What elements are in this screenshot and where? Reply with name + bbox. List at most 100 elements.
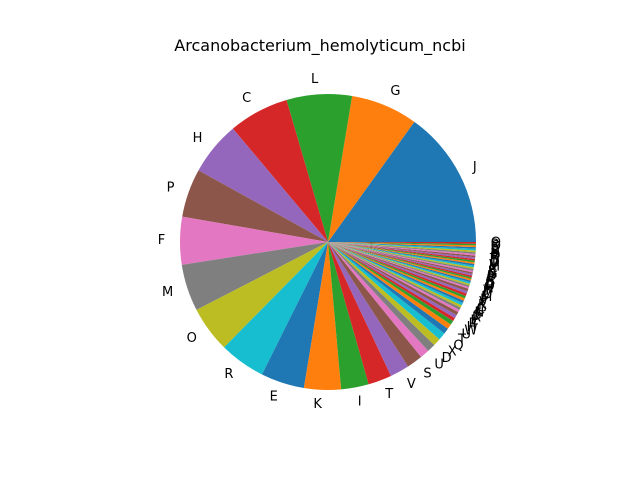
slice-label-K: K [313, 397, 322, 412]
slice-label-R: R [486, 272, 495, 287]
pie-slices [180, 94, 476, 390]
pie-slice-S [328, 242, 476, 253]
slice-label-L: L [485, 276, 493, 291]
pie-slice-Q [328, 242, 476, 256]
slice-label-R: R [472, 310, 481, 325]
slice-label-S: S [423, 366, 431, 381]
pie-slice-T [328, 242, 476, 259]
pie-slice-P [328, 242, 457, 319]
slice-label-P: P [469, 317, 477, 332]
slice-label-E: E [470, 313, 478, 328]
slice-label-C: C [489, 261, 498, 276]
slice-label-G: G [477, 300, 487, 315]
slice-label-O: O [187, 331, 197, 346]
pie-slice-Q [328, 242, 471, 284]
slice-label-E: E [486, 274, 494, 289]
slice-label-D: D [485, 278, 495, 293]
slice-label-R: R [490, 250, 499, 265]
slice-label-G: G [390, 84, 400, 99]
slice-label-L: L [311, 72, 319, 87]
pie-slice-U [328, 242, 473, 275]
pie-slice-V [328, 242, 466, 299]
pie-slice-H [198, 128, 328, 242]
pie-slice-X [328, 242, 440, 345]
pie-slice-O [196, 242, 328, 348]
pie-slice-R [328, 242, 476, 246]
slice-label-H: H [193, 131, 203, 146]
slice-label-U: U [462, 328, 472, 343]
slice-label-M: M [481, 290, 492, 305]
pie-slice-K [328, 242, 474, 271]
slice-label-H: H [490, 247, 500, 262]
pie-slice-P [328, 242, 476, 251]
slice-label-P: P [167, 180, 175, 195]
slice-label-N: N [475, 305, 485, 320]
slice-label-Q: Q [484, 280, 494, 295]
pie-slice-S [328, 242, 461, 310]
pie-slice-C [328, 242, 475, 268]
pie-slice-F [180, 216, 328, 265]
slice-label-P: P [487, 271, 495, 286]
slice-label-T: T [489, 252, 498, 267]
slice-label-M: M [489, 260, 500, 275]
slice-label-E: E [491, 241, 499, 256]
slice-label-K: K [488, 265, 497, 280]
pie-slice-E [328, 242, 459, 316]
slice-label-V: V [479, 295, 488, 310]
slice-label-I: I [483, 285, 487, 300]
slice-label-F: F [158, 233, 165, 248]
pie-slice-I [328, 242, 469, 289]
slice-label-Q: Q [491, 235, 501, 250]
pie-slice-H [328, 242, 476, 254]
pie-slice-S [328, 242, 422, 367]
slice-label-H: H [467, 320, 477, 335]
slice-label-V: V [407, 377, 416, 392]
pie-slice-L [286, 94, 353, 243]
pie-slice-G [328, 242, 474, 273]
pie-slice-L [328, 242, 472, 281]
pie-slice-T [328, 242, 391, 385]
slice-label-S: S [490, 245, 498, 260]
pie-slice-R [328, 242, 473, 278]
pie-slice-D [328, 242, 435, 351]
pie-slice-F [328, 242, 467, 296]
slice-label-K: K [478, 298, 487, 313]
slice-label-X: X [448, 345, 457, 360]
slice-label-W: W [464, 323, 477, 338]
pie-slice-R [224, 242, 328, 375]
pie-slice-G [328, 95, 415, 242]
pie-slice-G [328, 242, 464, 304]
slice-label-S: S [473, 308, 481, 323]
pie-slice-E [328, 242, 476, 249]
pie-slice-M [181, 242, 328, 310]
pie-slice-K [303, 242, 342, 390]
pie-slice-R [328, 242, 460, 313]
slice-label-M: M [162, 285, 173, 300]
pie-slice-J [328, 121, 476, 242]
slice-label-E: E [270, 389, 278, 404]
pie-slice-D [328, 242, 476, 261]
slice-label-T: T [457, 333, 466, 348]
pie-slice-P [182, 170, 328, 242]
slice-label-I: I [358, 395, 362, 410]
pie-slice-C [328, 242, 463, 306]
slice-label-O: O [491, 239, 501, 254]
pie-slice-I [328, 242, 369, 390]
pie-slice-T [328, 242, 448, 334]
slice-label-U: U [434, 358, 444, 373]
pie-slice-O [328, 242, 475, 263]
slice-label-Q: Q [453, 338, 463, 353]
pie-slice-N [328, 242, 462, 308]
slice-label-S: S [488, 263, 496, 278]
slice-label-O: O [489, 256, 499, 271]
slice-label-C: C [242, 91, 251, 106]
pie-slice-V [328, 242, 475, 265]
slice-label-D: D [442, 351, 452, 366]
slice-label-C: C [476, 303, 485, 318]
pie-slice-C [232, 99, 328, 242]
chart-title: Arcanobacterium_hemolyticum_ncbi [174, 36, 465, 56]
pie-slice-M [328, 242, 468, 294]
slice-label-R: R [224, 367, 233, 382]
pie-slice-E [328, 242, 472, 279]
slice-label-R: R [491, 237, 500, 252]
